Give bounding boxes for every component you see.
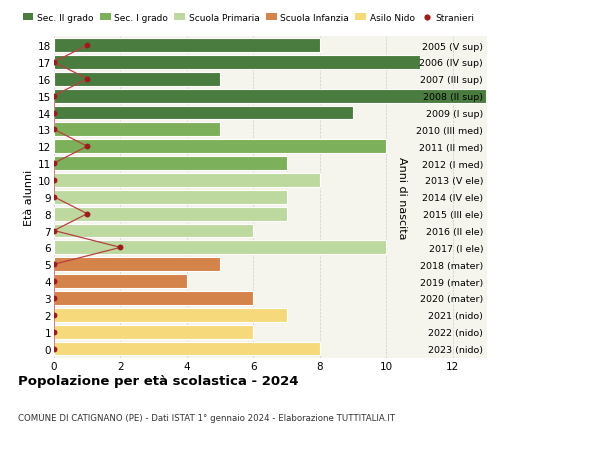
Point (82, 42, 92, 50)
Bar (54, 207, 287, 221)
Bar (54, 258, 220, 272)
Bar (54, 157, 287, 171)
Bar (54, 90, 486, 103)
Point (49, 59, 59, 67)
Bar (54, 140, 386, 154)
Bar (54, 308, 287, 322)
Point (49, 345, 59, 353)
Bar (54, 241, 386, 255)
Y-axis label: Età alunni: Età alunni (24, 169, 34, 225)
Point (82, 76, 92, 83)
Point (116, 244, 125, 252)
Bar (54, 190, 287, 204)
Bar (54, 342, 320, 356)
Point (49, 177, 59, 184)
Bar (54, 174, 320, 187)
Bar (54, 325, 253, 339)
Y-axis label: Anni di nascita: Anni di nascita (397, 156, 407, 239)
Point (49, 328, 59, 336)
Legend: Sec. II grado, Sec. I grado, Scuola Primaria, Scuola Infanzia, Asilo Nido, Stran: Sec. II grado, Sec. I grado, Scuola Prim… (23, 14, 475, 22)
Bar (54, 224, 253, 238)
Point (82, 211, 92, 218)
Point (82, 143, 92, 151)
Point (49, 194, 59, 201)
Point (49, 93, 59, 100)
Point (49, 278, 59, 285)
Point (49, 312, 59, 319)
Bar (54, 291, 253, 305)
Point (49, 295, 59, 302)
Text: Popolazione per età scolastica - 2024: Popolazione per età scolastica - 2024 (18, 374, 299, 387)
Bar (54, 39, 320, 53)
Bar (54, 106, 353, 120)
Point (49, 110, 59, 117)
Point (49, 126, 59, 134)
Bar (54, 123, 220, 137)
Point (49, 261, 59, 269)
Bar (54, 56, 419, 70)
Bar (54, 73, 220, 86)
Bar (54, 274, 187, 288)
Point (49, 160, 59, 168)
Point (49, 227, 59, 235)
Text: COMUNE DI CATIGNANO (PE) - Dati ISTAT 1° gennaio 2024 - Elaborazione TUTTITALIA.: COMUNE DI CATIGNANO (PE) - Dati ISTAT 1°… (18, 413, 395, 422)
